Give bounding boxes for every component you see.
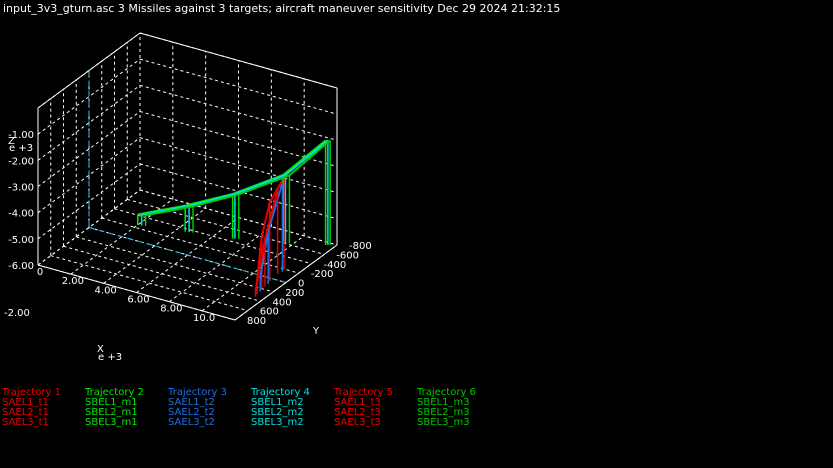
legend-column-1: Trajectory 1 SAEL1_t1 SAEL2_t1 SAEL3_t1: [2, 388, 61, 428]
legend-item: SAEL2_t3: [334, 407, 381, 418]
y-tick-label: 600: [260, 307, 279, 318]
x-tick-label: 10.0: [193, 313, 215, 324]
y-tick-label: -400: [324, 260, 347, 271]
legend-column-4: Trajectory 4 SBEL1_m2 SBEL2_m2 SBEL3_m2: [251, 388, 310, 428]
y-tick-label: 200: [285, 288, 304, 299]
series-line-6: [145, 139, 331, 217]
x-tick-label: 4.00: [95, 285, 117, 296]
legend-item: SAEL1_t2: [168, 397, 215, 408]
floor-grid-y: [63, 245, 261, 302]
legend-item: SAEL1_t3: [334, 397, 381, 408]
legend-item: SBEL1_m3: [417, 397, 470, 408]
legend-item: SBEL2_m2: [251, 407, 304, 418]
box-edge: [37, 32, 141, 109]
x-tick-label: 0: [37, 267, 43, 278]
legend-header: Trajectory 5: [334, 387, 393, 398]
box-edge: [139, 32, 338, 89]
legend-item: SAEL1_t1: [2, 397, 49, 408]
legend-header: Trajectory 4: [251, 387, 310, 398]
z-tick-label: -4.00: [8, 209, 34, 220]
y-tick-label: 800: [247, 316, 266, 327]
plot-title: input_3v3_gturn.asc 3 Missiles against 3…: [3, 2, 561, 15]
legend-item: SAEL3_t3: [334, 417, 381, 428]
legend-column-2: Trajectory 2 SBEL1_m1 SBEL2_m1 SBEL3_m1: [85, 388, 144, 428]
legend-header: Trajectory 1: [2, 387, 61, 398]
data-layer: [137, 139, 331, 297]
z-tick-label: -2.00: [8, 156, 34, 167]
z-floor-tick-label: -2.00: [4, 308, 30, 319]
z-axis-scale-label: e +3: [9, 143, 33, 154]
z-axis-label: Z: [8, 136, 15, 147]
series-line-2: [137, 139, 327, 216]
legend-header: Trajectory 2: [85, 387, 144, 398]
y-tick-label: 0: [298, 279, 304, 290]
z-tick-label: -1.00: [8, 130, 34, 141]
axis-layer: [37, 32, 338, 321]
x-tick-label: 2.00: [62, 276, 84, 287]
y-tick-label: 400: [273, 297, 292, 308]
floor-grid-y: [50, 255, 248, 312]
z-tick-label: -3.00: [8, 183, 34, 194]
box-edge: [37, 264, 236, 321]
legend-item: SBEL1_m2: [251, 397, 304, 408]
legend-item: SBEL2_m3: [417, 407, 470, 418]
legend-item: SBEL1_m1: [85, 397, 138, 408]
floor-grid-y: [101, 217, 299, 274]
legend-item: SBEL2_m1: [85, 407, 138, 418]
y-tick-label: -800: [349, 241, 372, 252]
legend-item: SAEL3_t1: [2, 417, 49, 428]
origin-axis-y0: [88, 227, 287, 283]
x-tick-label: 8.00: [160, 304, 182, 315]
legend-header: Trajectory 3: [168, 387, 227, 398]
y-tick-label: -600: [336, 250, 359, 261]
legend-column-5: Trajectory 5 SAEL1_t3 SAEL2_t3 SAEL3_t3: [334, 388, 393, 428]
x-axis-label: X: [97, 344, 104, 355]
z-tick-label: -6.00: [8, 261, 34, 272]
legend-column-6: Trajectory 6 SBEL1_m3 SBEL2_m3 SBEL3_m3: [417, 388, 476, 428]
legend-item: SBEL3_m2: [251, 417, 304, 428]
legend-item: SBEL3_m3: [417, 417, 470, 428]
wall-grid-z: [139, 137, 338, 194]
legend-item: SAEL2_t2: [168, 407, 215, 418]
legend-item: SAEL2_t1: [2, 407, 49, 418]
floor-grid-y: [127, 198, 325, 255]
floor-grid-y: [114, 208, 312, 265]
y-axis-label: Y: [312, 326, 320, 337]
x-axis-scale-label: e +3: [98, 352, 122, 363]
floor-grid-y: [76, 236, 274, 293]
y-tick-label: -200: [311, 269, 334, 280]
wall-grid-z: [139, 84, 338, 141]
legend-column-3: Trajectory 3 SAEL1_t2 SAEL2_t2 SAEL3_t2: [168, 388, 227, 428]
z-tick-label: -5.00: [8, 235, 34, 246]
legend-header: Trajectory 6: [417, 387, 476, 398]
x-tick-label: 6.00: [127, 295, 149, 306]
legend-item: SBEL3_m1: [85, 417, 138, 428]
wall-grid-z: [139, 58, 338, 115]
box-edge: [234, 244, 338, 321]
legend-item: SAEL3_t2: [168, 417, 215, 428]
